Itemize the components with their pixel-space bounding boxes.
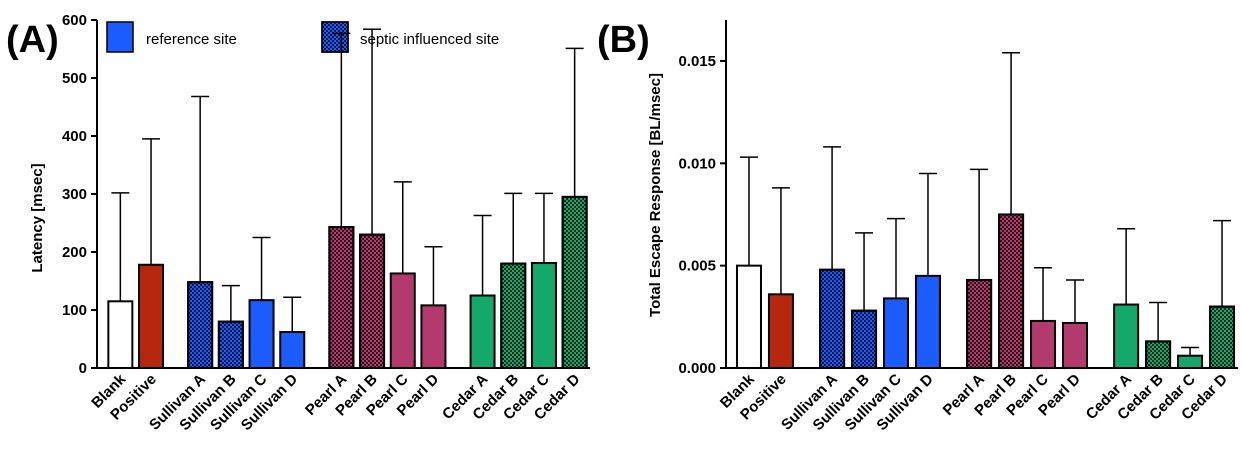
- panel-a-y-tick-label: 500: [62, 70, 87, 87]
- panel-a-bar: [389, 272, 416, 369]
- panel-a-bar-pattern: [217, 320, 244, 370]
- panel-a-bar: [530, 262, 557, 369]
- legend-swatch-septic-pattern: [321, 21, 349, 53]
- panel-a-plot: 0100200300400500600BlankPositiveSullivan…: [62, 12, 590, 434]
- panel-b-bar-pattern: [1145, 340, 1172, 370]
- panel-b-y-tick-label: 0.005: [678, 258, 716, 275]
- panel-a-bar-pattern: [328, 226, 355, 369]
- panel-b-bar: [1061, 321, 1088, 369]
- panel-a-bar: [248, 299, 275, 370]
- panel-b-bar-pattern: [998, 213, 1025, 369]
- panel-a-bar-pattern: [500, 262, 527, 370]
- panel-b-y-tick-label: 0.000: [678, 360, 716, 377]
- legend-label-reference: reference site: [146, 31, 237, 48]
- panel-b-bar: [1030, 319, 1057, 369]
- panel-a-bar-pattern: [187, 281, 214, 369]
- panel-a-y-tick-label: 300: [62, 186, 87, 203]
- panel-b-bar: [1113, 303, 1140, 369]
- panel-a-bar: [469, 294, 496, 369]
- panel-a-y-tick-label: 0: [79, 360, 87, 377]
- legend-label-septic: septic influenced site: [360, 31, 499, 48]
- panel-a-bar: [279, 331, 306, 370]
- panel-b-bar: [767, 293, 794, 369]
- panel-b-bar-pattern: [966, 278, 993, 369]
- panel-a-bar: [138, 263, 165, 370]
- panel-a-y-tick-label: 100: [62, 302, 87, 319]
- panel-b-bar-pattern: [851, 309, 878, 369]
- panel-b-y-tick-label: 0.015: [678, 53, 716, 70]
- legend-swatch-reference: [106, 21, 134, 53]
- panel-a-y-axis-title: Latency [msec]: [29, 163, 46, 272]
- panel-a-y-tick-label: 600: [62, 12, 87, 29]
- panel-a-bar: [420, 304, 447, 369]
- panel-b-y-axis-title: Total Escape Response [BL/msec]: [647, 73, 664, 317]
- panel-a-y-tick-label: 400: [62, 128, 87, 145]
- panel-b-bar: [914, 274, 941, 369]
- panel-b-bar-pattern: [1209, 305, 1236, 369]
- legend: reference site septic influenced site: [106, 21, 499, 53]
- panel-a-bar-pattern: [561, 195, 588, 369]
- panel-b-bar: [883, 297, 910, 369]
- panel-a-bar-pattern: [359, 233, 386, 369]
- panel-b-bar: [1177, 354, 1204, 370]
- panel-b-bar-pattern: [819, 268, 846, 370]
- panel-b-bar: [735, 264, 762, 370]
- panel-a-y-tick-label: 200: [62, 244, 87, 261]
- panel-b-y-tick-label: 0.010: [678, 155, 716, 172]
- panel-a-bar: [107, 300, 134, 369]
- panel-b-label: (B): [597, 19, 650, 61]
- panel-a-label: (A): [6, 19, 59, 61]
- panel-b-plot: 0.0000.0050.0100.015BlankPositiveSulliva…: [678, 20, 1238, 434]
